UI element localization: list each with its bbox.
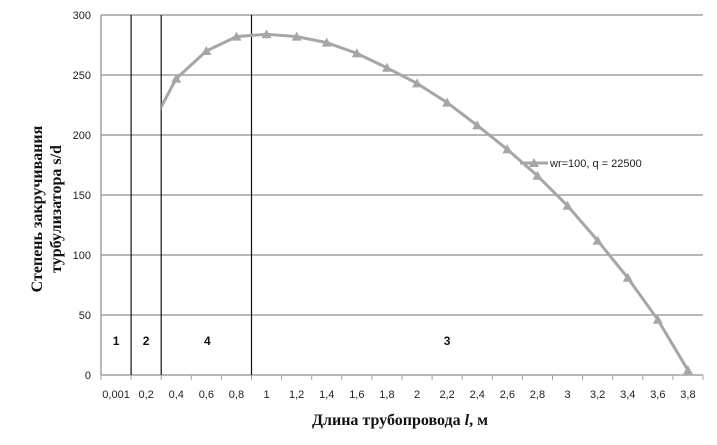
data-point — [231, 31, 242, 41]
x-tick-label: 0,6 — [199, 389, 214, 401]
data-point — [291, 31, 302, 41]
data-point — [472, 120, 483, 130]
x-tick-label: 3,8 — [680, 389, 695, 401]
data-point — [171, 73, 182, 83]
x-tick-label: 0,001 — [102, 389, 130, 401]
data-point — [442, 97, 453, 107]
data-point — [381, 62, 392, 72]
region-label: 4 — [204, 334, 211, 348]
x-axis-label: Длина трубопровода l, м — [0, 412, 717, 430]
data-point — [562, 200, 573, 210]
data-point — [532, 170, 543, 180]
x-tick-label: 0,4 — [169, 389, 184, 401]
x-tick-label: 3,6 — [650, 389, 665, 401]
x-axis-label-unit: , м — [469, 412, 488, 429]
x-tick-label: 1,8 — [379, 389, 394, 401]
x-tick-label: 3,2 — [590, 389, 605, 401]
x-tick-label: 2,8 — [530, 389, 545, 401]
y-tick-label: 50 — [79, 310, 91, 322]
region-label: 1 — [113, 334, 120, 348]
data-point — [622, 272, 633, 282]
data-point — [652, 314, 663, 324]
x-tick-label: 2 — [414, 389, 420, 401]
data-point — [201, 46, 212, 55]
y-tick-label: 100 — [73, 250, 91, 262]
data-point — [351, 48, 362, 58]
x-axis-label-var: l — [464, 412, 470, 429]
x-tick-label: 1 — [263, 389, 269, 401]
x-tick-label: 0,8 — [229, 389, 244, 401]
y-tick-label: 150 — [73, 190, 91, 202]
y-axis-label: Степень закручивания турбулизатора s/d — [28, 84, 66, 334]
x-tick-label: 2,6 — [500, 389, 515, 401]
y-axis-label-line-2: турбулизатора s/d — [48, 145, 65, 273]
x-tick-label: 0,2 — [139, 389, 154, 401]
region-label: 3 — [444, 334, 451, 348]
data-point — [682, 365, 693, 375]
x-tick-label: 1,2 — [289, 389, 304, 401]
x-tick-label: 2,2 — [440, 389, 455, 401]
y-tick-label: 250 — [73, 70, 91, 82]
legend-label: wr=100, q = 22500 — [549, 158, 642, 170]
data-point — [321, 37, 332, 47]
x-tick-label: 3 — [564, 389, 570, 401]
y-tick-label: 300 — [73, 10, 91, 22]
y-tick-label: 200 — [73, 130, 91, 142]
data-point — [412, 78, 423, 88]
legend-marker — [529, 158, 539, 167]
data-point — [502, 144, 513, 154]
data-point — [261, 29, 272, 39]
x-tick-label: 3,4 — [620, 389, 635, 401]
y-tick-label: 0 — [85, 370, 91, 382]
data-point — [592, 235, 603, 245]
x-axis-label-text: Длина трубопровода — [312, 412, 465, 429]
x-tick-label: 1,6 — [349, 389, 364, 401]
x-tick-label: 2,4 — [470, 389, 485, 401]
region-label: 2 — [143, 334, 150, 348]
x-tick-label: 1,4 — [319, 389, 334, 401]
y-axis-label-line-1: Степень закручивания — [29, 125, 46, 293]
